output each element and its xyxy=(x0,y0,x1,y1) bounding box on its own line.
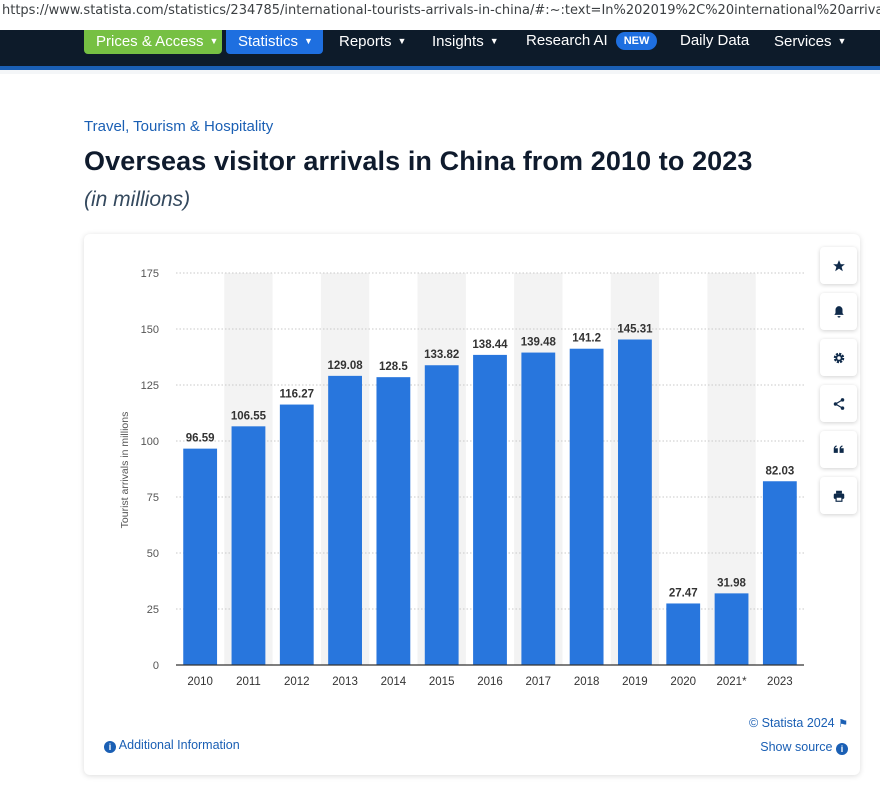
x-tick-label: 2017 xyxy=(526,676,552,688)
bar xyxy=(424,365,459,665)
y-axis-title: Tourist arrivals in millions xyxy=(119,412,131,529)
notification-button[interactable] xyxy=(820,293,857,330)
y-tick-label: 50 xyxy=(147,548,159,560)
x-tick-label: 2016 xyxy=(477,676,503,688)
bar xyxy=(762,481,797,665)
x-tick-label: 2023 xyxy=(767,676,793,688)
browser-url-bar[interactable]: https://www.statista.com/statistics/2347… xyxy=(0,0,880,30)
nav-services-label: Services xyxy=(774,33,832,50)
bar xyxy=(328,375,362,665)
statista-copyright-link[interactable]: © Statista 2024 ⚑ xyxy=(749,716,848,730)
x-tick-label: 2010 xyxy=(187,676,213,688)
nav-daily-data[interactable]: Daily Data xyxy=(680,30,749,54)
x-tick-label: 2019 xyxy=(622,676,648,688)
print-icon xyxy=(833,490,844,502)
data-label: 145.31 xyxy=(617,324,653,336)
additional-information-label: Additional Information xyxy=(118,738,240,752)
chevron-down-icon: ▼ xyxy=(304,36,313,46)
x-tick-label: 2018 xyxy=(574,676,600,688)
bar xyxy=(279,404,314,665)
x-tick-label: 2013 xyxy=(332,676,358,688)
nav-services[interactable]: Services ▼ xyxy=(774,30,846,54)
chevron-down-icon: ▼ xyxy=(397,36,407,46)
new-badge: NEW xyxy=(615,32,658,50)
bar xyxy=(569,348,604,665)
chevron-down-icon: ▼ xyxy=(209,36,219,46)
bar xyxy=(714,593,749,665)
data-label: 27.47 xyxy=(669,587,698,599)
y-tick-label: 75 xyxy=(147,492,159,504)
favorite-button[interactable] xyxy=(820,247,857,284)
cite-button[interactable] xyxy=(820,431,857,468)
chart-card: 0 25 50 75 100 125 150 175 96.59 2010 106.55 2011 11… xyxy=(84,234,860,775)
data-label: 106.55 xyxy=(231,410,267,422)
quote-icon xyxy=(833,444,844,453)
x-tick-label: 2021* xyxy=(717,676,748,688)
data-label: 128.5 xyxy=(379,361,408,373)
copyright-label: © Statista 2024 xyxy=(748,716,835,730)
nav-prices-access-label: Prices & Access xyxy=(96,33,204,50)
bar xyxy=(231,426,266,665)
bar xyxy=(521,352,556,665)
nav-prices-access[interactable]: Prices & Access ▼ xyxy=(84,30,222,54)
data-label: 133.82 xyxy=(424,349,459,361)
nav-statistics[interactable]: Statistics ▼ xyxy=(226,30,323,54)
show-source-link[interactable]: Show source i xyxy=(760,740,848,755)
top-navigation-bar: Prices & Access ▼ Statistics ▼ Reports ▼ In… xyxy=(0,30,880,70)
x-tick-label: 2011 xyxy=(236,676,261,688)
nav-reports-label: Reports xyxy=(339,33,392,50)
y-tick-label: 175 xyxy=(141,268,159,280)
chevron-down-icon: ▼ xyxy=(489,36,499,46)
y-tick-label: 150 xyxy=(141,324,159,336)
gear-icon xyxy=(833,352,844,363)
category-link[interactable]: Travel, Tourism & Hospitality xyxy=(84,118,274,135)
x-tick-label: 2020 xyxy=(670,676,696,688)
page-title: Overseas visitor arrivals in China from … xyxy=(84,146,753,176)
bar xyxy=(183,448,218,665)
data-label: 31.98 xyxy=(717,577,746,589)
y-tick-label: 0 xyxy=(153,660,159,672)
nav-insights[interactable]: Insights ▼ xyxy=(432,30,499,54)
bar xyxy=(473,354,507,665)
y-tick-label: 25 xyxy=(147,604,159,616)
bar xyxy=(618,339,652,665)
chevron-down-icon: ▼ xyxy=(837,36,847,46)
print-button[interactable] xyxy=(820,477,857,514)
share-button[interactable] xyxy=(820,385,857,422)
data-label: 129.08 xyxy=(327,360,363,372)
data-label: 138.44 xyxy=(472,339,508,351)
y-tick-label: 100 xyxy=(141,436,159,448)
nav-statistics-label: Statistics xyxy=(238,33,299,50)
show-source-label: Show source xyxy=(760,740,833,754)
page-subtitle: (in millions) xyxy=(84,188,191,211)
data-label: 96.59 xyxy=(186,433,215,445)
data-label: 82.03 xyxy=(765,465,794,477)
nav-insights-label: Insights xyxy=(432,33,484,50)
share-icon xyxy=(833,397,844,410)
bell-icon xyxy=(833,305,844,318)
y-tick-label: 125 xyxy=(141,380,159,392)
additional-information-link[interactable]: i Additional Information xyxy=(104,738,240,753)
nav-research-ai[interactable]: Research AI NEW xyxy=(526,30,658,54)
flag-icon: ⚑ xyxy=(838,718,848,730)
x-tick-label: 2015 xyxy=(429,676,455,688)
bar xyxy=(666,603,701,665)
star-icon xyxy=(832,259,845,271)
data-label: 139.48 xyxy=(521,337,557,349)
x-tick-label: 2014 xyxy=(381,676,407,688)
nav-reports[interactable]: Reports ▼ xyxy=(339,30,406,54)
main-content: Travel, Tourism & Hospitality Overseas v… xyxy=(0,74,880,792)
info-icon: i xyxy=(104,741,116,753)
bar-chart: 0 25 50 75 100 125 150 175 96.59 2010 106.55 2011 11… xyxy=(119,268,804,688)
bar xyxy=(376,377,411,665)
nav-research-ai-label: Research AI xyxy=(526,32,608,49)
settings-button[interactable] xyxy=(820,339,857,376)
info-icon: i xyxy=(836,743,848,755)
data-label: 116.27 xyxy=(279,389,314,401)
x-tick-label: 2012 xyxy=(284,676,310,688)
nav-daily-data-label: Daily Data xyxy=(680,32,750,49)
data-label: 141.2 xyxy=(572,333,601,345)
